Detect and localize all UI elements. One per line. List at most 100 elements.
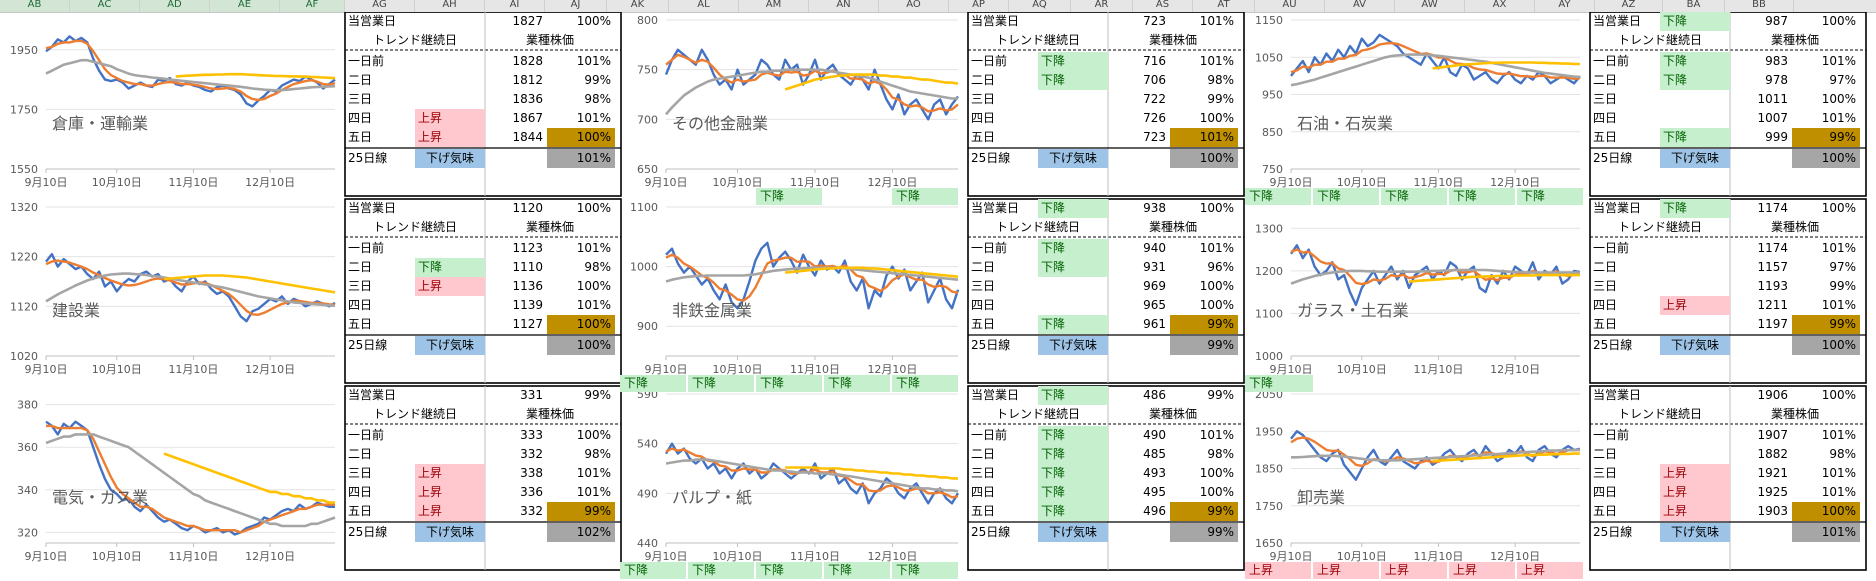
trend-cell: 上昇 bbox=[1660, 464, 1730, 483]
y-tick-label: 1100 bbox=[1255, 307, 1283, 320]
series-price-line bbox=[45, 420, 335, 536]
column-header-al[interactable]: AL bbox=[669, 0, 739, 12]
table-frame bbox=[1589, 385, 1867, 571]
column-header-av[interactable]: AV bbox=[1325, 0, 1395, 12]
day-label: 二日 bbox=[1593, 447, 1618, 461]
x-tick-label: 12月10日 bbox=[867, 176, 917, 189]
trend-cell bbox=[1660, 445, 1730, 464]
y-tick-label: 950 bbox=[1262, 89, 1283, 102]
ma-pct: 100% bbox=[547, 336, 615, 355]
column-header-ai[interactable]: AI bbox=[485, 0, 545, 12]
trend-header: トレンド継続日 bbox=[372, 407, 457, 421]
column-header-ag[interactable]: AG bbox=[345, 0, 415, 12]
y-tick-label: 1020 bbox=[10, 350, 38, 363]
trend-cell bbox=[415, 52, 485, 71]
current-pct: 100% bbox=[576, 14, 611, 28]
current-day-label: 当営業日 bbox=[1593, 388, 1642, 402]
column-header-ab[interactable]: AB bbox=[0, 0, 70, 12]
ma-pct: 102% bbox=[547, 523, 615, 542]
day-label: 二日 bbox=[348, 260, 373, 274]
column-header-at[interactable]: AT bbox=[1193, 0, 1255, 12]
column-header-ae[interactable]: AE bbox=[210, 0, 280, 12]
column-header-ao[interactable]: AO bbox=[879, 0, 949, 12]
price-pct: 100% bbox=[1792, 502, 1860, 521]
signal-cell: 上昇 bbox=[1245, 562, 1311, 579]
series-mid-ma-line bbox=[665, 68, 958, 116]
current-day-label: 当営業日 bbox=[971, 201, 1020, 215]
series-mid-ma-line bbox=[1290, 268, 1580, 285]
column-header-aw[interactable]: AW bbox=[1395, 0, 1465, 12]
ma-state: 下げ気味 bbox=[1660, 149, 1730, 168]
series-price-line bbox=[1290, 33, 1581, 85]
signal-cell: 下降 bbox=[1381, 188, 1447, 205]
current-trend: 下降 bbox=[1660, 199, 1730, 218]
current-trend bbox=[415, 12, 485, 31]
price-value: 338 bbox=[520, 466, 543, 480]
x-tick-label: 11月10日 bbox=[790, 550, 840, 563]
trend-cell: 上昇 bbox=[415, 109, 485, 128]
price-pct: 100% bbox=[1199, 466, 1234, 480]
ma-state: 下げ気味 bbox=[1660, 336, 1730, 355]
column-header-ak[interactable]: AK bbox=[607, 0, 669, 12]
column-header-bb[interactable]: BB bbox=[1725, 0, 1794, 12]
day-label: 五日 bbox=[1593, 504, 1618, 518]
price-value: 1157 bbox=[1757, 260, 1788, 274]
column-header-aj[interactable]: AJ bbox=[545, 0, 607, 12]
chart-title: 電気・ガス業 bbox=[52, 488, 148, 507]
price-pct: 100% bbox=[1199, 279, 1234, 293]
column-header-ax[interactable]: AX bbox=[1465, 0, 1535, 12]
day-label: 五日 bbox=[348, 504, 373, 518]
signal-cell: 下降 bbox=[824, 375, 890, 392]
current-pct: 100% bbox=[1199, 201, 1234, 215]
column-header-an[interactable]: AN bbox=[809, 0, 879, 12]
trend-header: トレンド継続日 bbox=[995, 33, 1080, 47]
signal-cell: 下降 bbox=[1449, 188, 1515, 205]
current-day-label: 当営業日 bbox=[971, 14, 1020, 28]
chart-2: 1020 1120 1220 1320 9月10日 10月10日 11月10日 12月10日 建… bbox=[10, 201, 336, 376]
x-tick-label: 11月10日 bbox=[168, 176, 218, 189]
column-header-am[interactable]: AM bbox=[739, 0, 809, 12]
day-label: 三日 bbox=[1593, 466, 1618, 480]
series-short-ma-line bbox=[665, 53, 959, 113]
column-header-as[interactable]: AS bbox=[1133, 0, 1193, 12]
column-header-ah[interactable]: AH bbox=[415, 0, 485, 12]
current-value: 1174 bbox=[1757, 201, 1788, 215]
x-tick-label: 9月10日 bbox=[645, 363, 688, 376]
column-header-az[interactable]: AZ bbox=[1595, 0, 1663, 12]
column-header-ap[interactable]: AP bbox=[949, 0, 1009, 12]
column-header-ba[interactable]: BA bbox=[1663, 0, 1725, 12]
price-value: 1174 bbox=[1757, 241, 1788, 255]
day-label: 三日 bbox=[1593, 279, 1618, 293]
current-pct: 100% bbox=[1821, 388, 1856, 402]
column-header-ad[interactable]: AD bbox=[140, 0, 210, 12]
column-header-af[interactable]: AF bbox=[280, 0, 345, 12]
trend-header: トレンド継続日 bbox=[372, 33, 457, 47]
trend-cell bbox=[1660, 109, 1730, 128]
trend-header: トレンド継続日 bbox=[1617, 407, 1702, 421]
x-tick-label: 10月10日 bbox=[713, 363, 763, 376]
price-value: 336 bbox=[520, 485, 543, 499]
column-header-ac[interactable]: AC bbox=[70, 0, 140, 12]
table-frame bbox=[967, 12, 1245, 197]
x-tick-label: 10月10日 bbox=[713, 550, 763, 563]
column-header-au[interactable]: AU bbox=[1255, 0, 1325, 12]
price-value: 1836 bbox=[512, 92, 543, 106]
y-tick-label: 1320 bbox=[10, 201, 38, 214]
day-label: 三日 bbox=[971, 92, 996, 106]
trend-header: トレンド継続日 bbox=[995, 407, 1080, 421]
column-header-ay[interactable]: AY bbox=[1535, 0, 1595, 12]
series-mid-ma-line bbox=[45, 58, 336, 92]
current-trend bbox=[1660, 386, 1730, 405]
column-header-ar[interactable]: AR bbox=[1071, 0, 1133, 12]
y-tick-label: 700 bbox=[637, 113, 658, 126]
trend-cell bbox=[415, 445, 485, 464]
trend-cell bbox=[415, 426, 485, 445]
day-label: 三日 bbox=[1593, 92, 1618, 106]
ma-state: 下げ気味 bbox=[1038, 336, 1108, 355]
trend-cell bbox=[1660, 277, 1730, 296]
trend-cell: 下降 bbox=[415, 258, 485, 277]
price-pct: 99% bbox=[1170, 315, 1238, 334]
ma-pct: 100% bbox=[1170, 149, 1238, 168]
table-frame bbox=[344, 12, 622, 197]
column-header-aq[interactable]: AQ bbox=[1009, 0, 1071, 12]
